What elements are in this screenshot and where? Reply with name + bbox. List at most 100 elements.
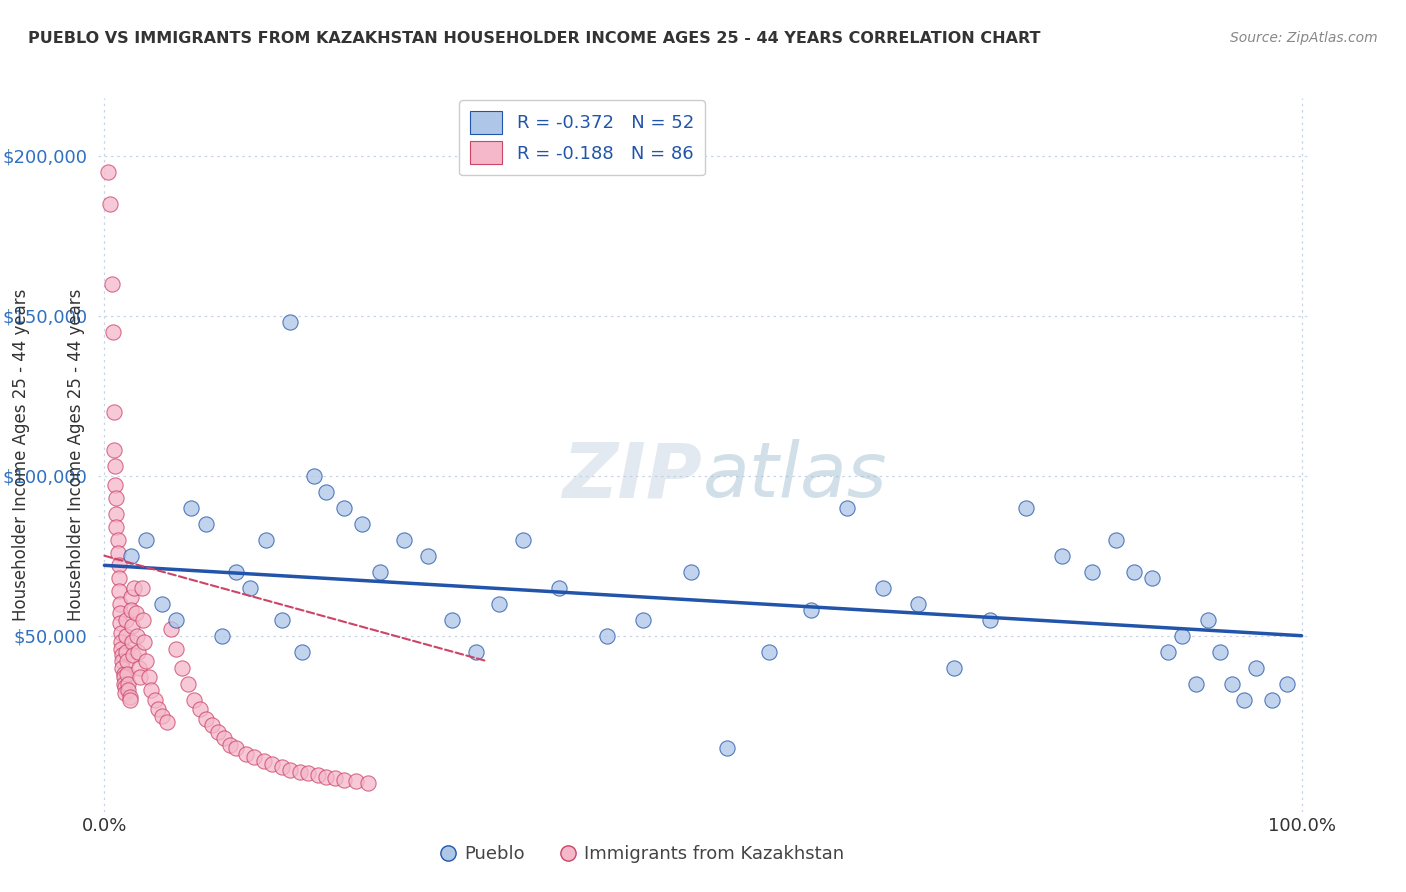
Point: [110, 635, 132, 649]
Point: [307, 768, 329, 782]
Point: [121, 635, 143, 649]
Point: [118, 690, 141, 704]
Point: [125, 629, 148, 643]
Text: ZIP: ZIP: [564, 440, 703, 513]
Point: [758, 645, 780, 659]
Point: [1050, 549, 1073, 563]
Point: [278, 315, 301, 329]
Point: [368, 565, 391, 579]
Text: atlas: atlas: [703, 440, 887, 513]
Point: [201, 718, 224, 732]
Point: [138, 670, 160, 684]
Point: [207, 724, 229, 739]
Point: [139, 683, 162, 698]
Point: [108, 597, 131, 611]
Point: [835, 500, 858, 515]
Point: [1171, 629, 1194, 643]
Point: [114, 680, 136, 694]
Point: [253, 754, 276, 768]
Point: [270, 760, 292, 774]
Point: [907, 597, 929, 611]
Point: [135, 654, 157, 668]
Point: [103, 405, 125, 419]
Point: [440, 613, 463, 627]
Point: [315, 484, 337, 499]
Point: [120, 549, 142, 563]
Legend: Pueblo, Immigrants from Kazakhstan: Pueblo, Immigrants from Kazakhstan: [433, 838, 852, 871]
Point: [150, 708, 173, 723]
Point: [1197, 613, 1219, 627]
Point: [107, 533, 129, 547]
Point: [344, 774, 367, 789]
Point: [488, 597, 510, 611]
Point: [1260, 692, 1282, 706]
Point: [416, 549, 439, 563]
Point: [150, 597, 173, 611]
Point: [117, 677, 139, 691]
Point: [104, 478, 127, 492]
Point: [333, 772, 356, 787]
Point: [195, 712, 218, 726]
Point: [219, 738, 242, 752]
Point: [679, 565, 702, 579]
Point: [112, 677, 135, 691]
Point: [128, 661, 150, 675]
Point: [979, 613, 1001, 627]
Point: [111, 654, 134, 668]
Point: [105, 491, 128, 505]
Point: [180, 500, 202, 515]
Point: [121, 619, 143, 633]
Point: [211, 629, 233, 643]
Text: PUEBLO VS IMMIGRANTS FROM KAZAKHSTAN HOUSEHOLDER INCOME AGES 25 - 44 YEARS CORRE: PUEBLO VS IMMIGRANTS FROM KAZAKHSTAN HOU…: [28, 31, 1040, 46]
Text: Source: ZipAtlas.com: Source: ZipAtlas.com: [1230, 31, 1378, 45]
Point: [254, 533, 277, 547]
Point: [110, 641, 132, 656]
Point: [631, 613, 654, 627]
Point: [107, 583, 129, 598]
Point: [357, 776, 380, 790]
Point: [872, 581, 894, 595]
Y-axis label: Householder Income Ages 25 - 44 years: Householder Income Ages 25 - 44 years: [66, 289, 84, 621]
Point: [111, 661, 134, 675]
Point: [112, 670, 135, 684]
Point: [127, 645, 149, 659]
Point: [132, 635, 155, 649]
Point: [118, 692, 141, 706]
Point: [148, 702, 170, 716]
Point: [104, 459, 127, 474]
Point: [260, 756, 283, 771]
Point: [156, 715, 179, 730]
Point: [464, 645, 486, 659]
Point: [115, 667, 138, 681]
Point: [195, 516, 218, 531]
Point: [108, 607, 131, 621]
Point: [392, 533, 415, 547]
Point: [111, 648, 134, 662]
Point: [97, 165, 120, 179]
Point: [1081, 565, 1104, 579]
Point: [315, 770, 337, 784]
Point: [124, 581, 146, 595]
Point: [115, 629, 138, 643]
Point: [1244, 661, 1267, 675]
Point: [107, 545, 129, 559]
Point: [129, 670, 152, 684]
Point: [135, 533, 157, 547]
Point: [548, 581, 571, 595]
Point: [188, 702, 211, 716]
Point: [124, 607, 146, 621]
Point: [108, 615, 131, 630]
Point: [115, 654, 138, 668]
Point: [120, 591, 142, 605]
Point: [243, 750, 266, 764]
Point: [115, 613, 138, 627]
Point: [117, 683, 139, 698]
Point: [291, 645, 314, 659]
Point: [235, 747, 257, 761]
Point: [333, 500, 356, 515]
Point: [101, 325, 124, 339]
Point: [239, 581, 262, 595]
Point: [302, 468, 325, 483]
Point: [716, 740, 738, 755]
Point: [120, 603, 142, 617]
